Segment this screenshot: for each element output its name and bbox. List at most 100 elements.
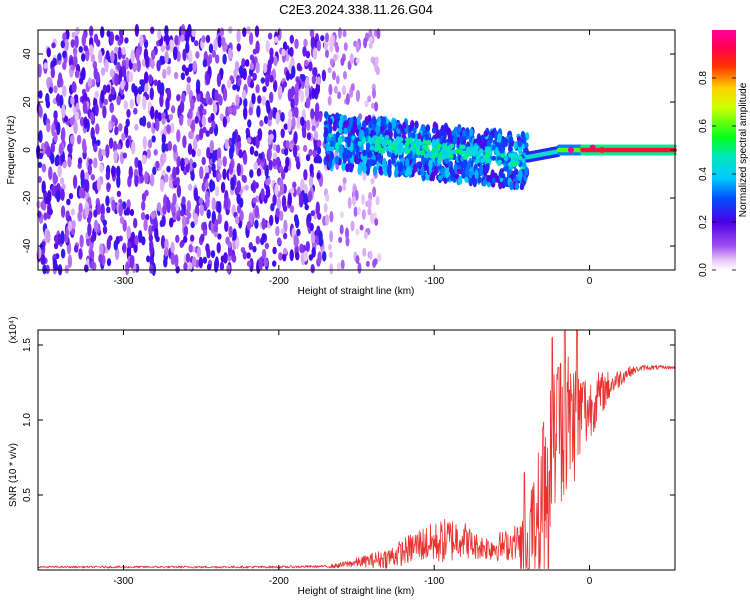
- spectrogram-cell: [37, 63, 42, 78]
- snr-y-ticks: 0.5 1.0 1.5: [22, 338, 675, 502]
- spectrogram-cell: [193, 213, 199, 226]
- spectrogram-cell: [311, 125, 316, 132]
- spectrogram-cell: [338, 119, 343, 129]
- spectrogram-cell: [103, 98, 109, 106]
- spectrogram-cell: [144, 189, 149, 197]
- spectrogram-cell: [67, 156, 72, 168]
- spectrogram-cell: [173, 46, 178, 55]
- spectrogram-cell: [262, 62, 268, 74]
- spectrogram-cell: [305, 241, 310, 253]
- spectrogram-cell: [180, 23, 186, 38]
- x-tick-label: -200: [269, 276, 289, 287]
- spectrogram-cell: [282, 205, 288, 212]
- spectrogram-cell: [232, 105, 237, 117]
- spectrogram-cell: [181, 64, 187, 72]
- spectrogram-cell: [308, 149, 313, 157]
- spectrogram-cell: [329, 34, 334, 47]
- spectrogram-cell: [53, 85, 58, 94]
- spectrogram-cell: [243, 106, 248, 120]
- spectrogram-cell: [136, 93, 141, 105]
- spectrogram-cell: [216, 73, 222, 87]
- spectrogram-cell: [191, 148, 196, 158]
- spectrogram-cell: [289, 46, 294, 57]
- spectrogram-cell: [129, 254, 134, 269]
- spectrogram-cell: [347, 197, 352, 209]
- spectrogram-cell: [185, 41, 190, 54]
- spectrogram-cell: [202, 126, 207, 134]
- spectrogram-cell: [391, 158, 396, 165]
- spectrogram-cell: [232, 84, 237, 91]
- spectrogram-cell: [93, 157, 98, 169]
- spectrogram-cell: [283, 147, 289, 156]
- spectrogram-cell: [136, 59, 141, 73]
- spectrogram-cell: [519, 184, 525, 191]
- spectrogram-cell: [150, 58, 155, 69]
- spectrogram-cell: [300, 116, 305, 127]
- spectrogram-cell: [108, 137, 114, 149]
- spectrogram-cell: [155, 117, 160, 132]
- spectrogram-cell: [236, 28, 241, 43]
- spectrogram-cell: [98, 50, 103, 64]
- spectrogram-cell: [350, 83, 355, 92]
- spectrogram-cell: [236, 43, 241, 52]
- spectrogram-cell: [254, 206, 259, 218]
- spectrogram-cell: [111, 115, 117, 123]
- spectrogram-cell: [508, 136, 514, 144]
- spectrogram-cell: [270, 203, 275, 212]
- spectrogram-cell: [202, 108, 207, 116]
- spectrogram-cell: [391, 119, 397, 129]
- spectrogram-cell: [289, 187, 295, 195]
- spectrogram-cell: [334, 155, 340, 165]
- spectrogram-cell: [129, 98, 134, 109]
- spectrogram-cell: [141, 115, 147, 127]
- spectrogram-cell: [323, 42, 328, 51]
- spectrogram-cell: [75, 26, 80, 36]
- spectrogram-cell: [278, 165, 284, 173]
- spectrogram-cell: [220, 181, 226, 194]
- spectrogram-cell: [426, 152, 432, 158]
- spectrogram-cell: [337, 136, 343, 146]
- spectrogram-cell: [287, 88, 293, 102]
- spectrogram-cell: [78, 187, 84, 199]
- spectrogram-cell: [242, 152, 248, 165]
- spectrogram-cell: [313, 137, 318, 151]
- y-tick-label: 0: [22, 147, 33, 153]
- spectrogram-cell: [356, 158, 361, 165]
- spectrogram-cell: [190, 171, 195, 181]
- spectrogram-cell: [342, 183, 347, 191]
- spectrogram-cell: [236, 193, 241, 205]
- spectrogram-cell: [272, 193, 277, 206]
- colorbar-tick-label: 0.2: [698, 215, 709, 229]
- spectrogram-cell: [176, 94, 181, 102]
- spectrogram-cell: [345, 163, 350, 173]
- spectrogram-cell: [206, 209, 211, 219]
- spectrogram-cell: [367, 197, 372, 210]
- spectrogram-cell: [303, 169, 308, 181]
- spectrogram-cell: [199, 128, 204, 139]
- spectrogram-cell: [181, 92, 186, 103]
- spectrogram-cell: [61, 104, 66, 119]
- spectrogram-cell: [267, 32, 273, 40]
- spectrogram-cell: [43, 62, 48, 70]
- spectrogram-cell: [133, 63, 138, 71]
- spectrogram-cell: [486, 174, 491, 182]
- spectrogram-cell: [415, 143, 421, 149]
- spectrogram-cell: [192, 256, 197, 267]
- spectrogram-cell: [264, 242, 270, 250]
- spectrogram-cell: [269, 74, 274, 83]
- spectrogram-cell: [185, 209, 190, 216]
- spectrogram-cell: [83, 45, 89, 52]
- spectrogram-cell: [215, 54, 220, 64]
- spectrogram-cell: [252, 48, 258, 55]
- spectrogram-cell: [199, 166, 204, 180]
- spectrogram-cell: [111, 165, 116, 178]
- snr-x-ticks: -300 -200 -100 0: [113, 330, 593, 587]
- spectrogram-cell: [360, 129, 365, 140]
- spectrogram-cell: [134, 235, 139, 246]
- spectrogram-cell: [472, 177, 477, 188]
- spectrogram-cell: [123, 100, 128, 110]
- spectrogram-cell: [357, 140, 362, 147]
- spectrogram-cell: [213, 224, 219, 233]
- spectrogram-cell: [176, 215, 181, 222]
